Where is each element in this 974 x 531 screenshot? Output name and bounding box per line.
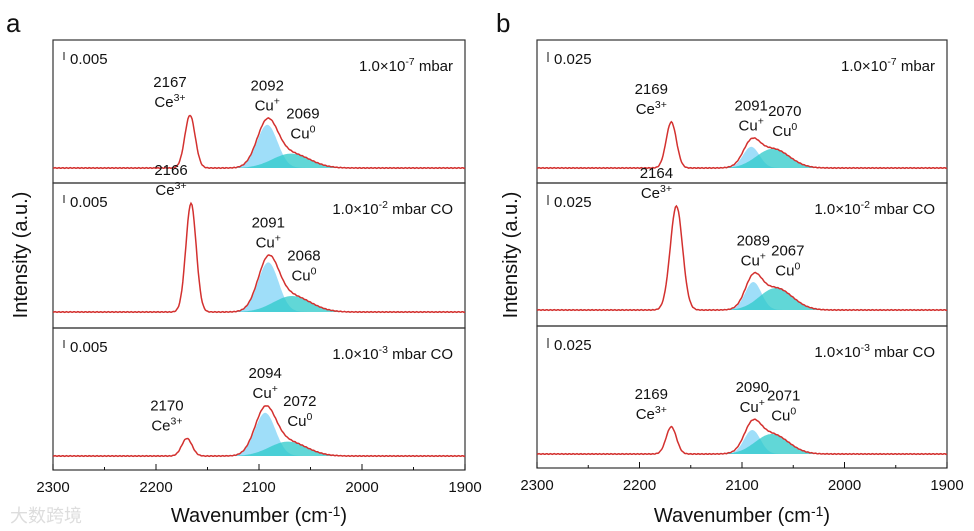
panel-label-a: a — [6, 8, 21, 38]
spectrum-line — [52, 114, 466, 170]
peak-species-label: Ce3+ — [155, 180, 186, 199]
peak-fill-cu_zero — [706, 434, 838, 454]
peak-fill-cu_plus — [720, 282, 787, 310]
peak-species-label: Cu+ — [739, 116, 764, 135]
peak-species-label: Cu0 — [291, 265, 316, 284]
x-tick-label: 2300 — [520, 477, 553, 494]
peak-position-label: 2068 — [287, 247, 320, 264]
spectrum-line — [536, 204, 948, 312]
x-axis-label: Wavenumber (cm-1) — [654, 503, 830, 527]
peak-species-label: Cu0 — [772, 121, 797, 140]
y-axis-label: Intensity (a.u.) — [10, 192, 32, 319]
x-axis-label: Wavenumber (cm-1) — [171, 503, 347, 527]
peak-position-label: 2091 — [252, 214, 285, 231]
x-tick-label: 2000 — [828, 477, 861, 494]
peak-position-label: 2067 — [771, 242, 804, 259]
peak-species-label: Cu+ — [740, 397, 765, 416]
peak-position-label: 2070 — [768, 103, 801, 120]
peak-species-label: Ce3+ — [636, 99, 667, 118]
condition-label: 1.0×10-2 mbar CO — [332, 199, 453, 218]
spectrum-line — [536, 120, 948, 170]
peak-position-label: 2091 — [735, 98, 768, 115]
peak-species-label: Ce3+ — [154, 92, 185, 111]
peak-species-label: Cu0 — [771, 406, 796, 425]
x-tick-label: 1900 — [448, 479, 481, 496]
peak-position-label: 2169 — [635, 81, 668, 98]
spectrum-line — [536, 418, 948, 456]
scale-bar-value: 0.005 — [70, 51, 108, 68]
peak-position-label: 2089 — [737, 232, 770, 249]
x-tick-label: 2000 — [345, 479, 378, 496]
condition-label: 1.0×10-3 mbar CO — [814, 342, 935, 361]
peak-position-label: 2072 — [283, 393, 316, 410]
peak-fill-cu_zero — [217, 296, 367, 312]
peak-position-label: 2169 — [635, 386, 668, 403]
scale-bar-value: 0.025 — [554, 51, 592, 68]
peak-fill-cu_zero — [216, 153, 366, 168]
panel-label-b: b — [496, 8, 510, 38]
x-tick-label: 2100 — [242, 479, 275, 496]
x-tick-label: 2200 — [623, 477, 656, 494]
x-tick-label: 2300 — [36, 479, 69, 496]
peak-fill-cu_zero — [707, 148, 839, 168]
peak-fill-cu_plus — [226, 124, 309, 168]
peak-fill-cu_zero — [213, 441, 362, 456]
peak-position-label: 2166 — [154, 162, 187, 179]
peak-species-label: Cu+ — [255, 95, 280, 114]
peak-position-label: 2069 — [286, 106, 319, 123]
peak-species-label: Cu0 — [290, 124, 315, 143]
condition-label: 1.0×10-7 mbar — [841, 56, 935, 75]
peak-fill-cu_plus — [718, 146, 785, 168]
peak-position-label: 2170 — [150, 397, 183, 414]
peak-position-label: 2071 — [767, 388, 800, 405]
peak-position-label: 2094 — [248, 365, 281, 382]
peak-position-label: 2092 — [251, 77, 284, 94]
peak-species-label: Cu+ — [253, 383, 278, 402]
x-tick-label: 2100 — [725, 477, 758, 494]
peak-species-label: Ce3+ — [641, 183, 672, 202]
peak-fill-cu_plus — [719, 430, 786, 454]
peak-species-label: Cu+ — [741, 250, 766, 269]
x-tick-label: 2200 — [139, 479, 172, 496]
peak-position-label: 2090 — [736, 379, 769, 396]
scale-bar-value: 0.025 — [554, 194, 592, 211]
peak-fill-cu_zero — [710, 288, 842, 310]
x-tick-label: 1900 — [930, 477, 963, 494]
y-axis-label: Intensity (a.u.) — [500, 192, 522, 319]
peak-species-label: Cu+ — [256, 232, 281, 251]
condition-label: 1.0×10-2 mbar CO — [814, 199, 935, 218]
condition-label: 1.0×10-7 mbar — [359, 56, 453, 75]
condition-label: 1.0×10-3 mbar CO — [332, 344, 453, 363]
spectrum-line — [52, 201, 466, 314]
peak-position-label: 2167 — [153, 74, 186, 91]
peak-position-label: 2164 — [640, 165, 673, 182]
peak-species-label: Cu0 — [287, 411, 312, 430]
peak-species-label: Ce3+ — [151, 415, 182, 434]
peak-species-label: Cu0 — [775, 260, 800, 279]
scale-bar-value: 0.005 — [70, 339, 108, 356]
watermark: 大数跨境 — [10, 506, 82, 526]
peak-species-label: Ce3+ — [636, 404, 667, 423]
scale-bar-value: 0.025 — [554, 337, 592, 354]
peak-fill-cu_plus — [227, 262, 310, 312]
spectrum-line — [52, 405, 466, 458]
scale-bar-value: 0.005 — [70, 194, 108, 211]
peak-fill-cu_plus — [223, 412, 307, 456]
